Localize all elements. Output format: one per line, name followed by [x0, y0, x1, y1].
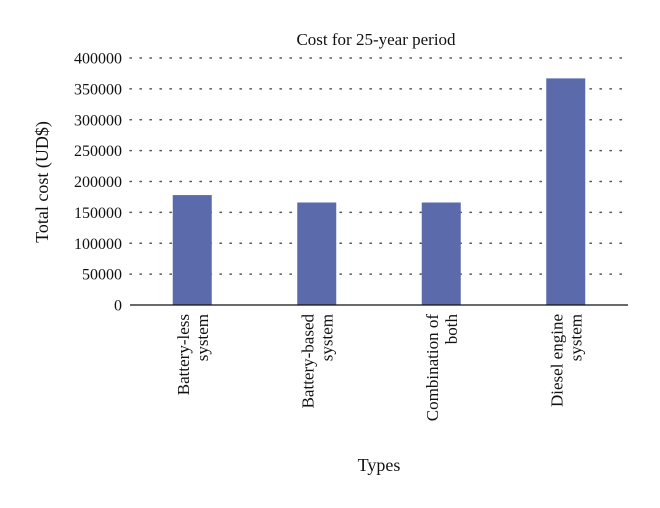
- x-category-label-line: Battery-based: [298, 314, 317, 409]
- x-category-label-line: system: [566, 314, 585, 361]
- y-axis-label: Total cost (UD$): [32, 121, 53, 243]
- x-category-label-line: system: [193, 314, 212, 361]
- y-tick-label: 0: [114, 298, 122, 315]
- x-category-label-line: both: [442, 314, 461, 345]
- y-tick-label: 50000: [82, 267, 122, 284]
- y-tick-label: 150000: [74, 205, 122, 222]
- x-category-label: Combination ofboth: [423, 314, 461, 422]
- y-tick-label: 400000: [74, 51, 122, 68]
- x-axis-label: Types: [358, 455, 401, 475]
- x-category-label: Diesel enginesystem: [547, 314, 585, 407]
- y-tick-label: 300000: [74, 112, 122, 129]
- x-category-label: Battery-lesssystem: [174, 314, 212, 395]
- y-tick-label: 200000: [74, 174, 122, 191]
- bar: [546, 78, 586, 305]
- bar: [172, 195, 212, 305]
- y-tick-label: 250000: [74, 143, 122, 160]
- y-tick-label: 350000: [74, 81, 122, 98]
- x-category-label-line: Battery-less: [174, 314, 193, 395]
- y-tick-label: 100000: [74, 236, 122, 253]
- y-axis-ticks: 0 50000 100000 150000 200000 250000 300000 3500…: [74, 51, 122, 315]
- bar: [297, 202, 337, 305]
- x-category-label-line: Diesel engine: [547, 314, 566, 407]
- x-axis-categories: Battery-lesssystem Battery-basedsystem Com…: [174, 314, 586, 422]
- chart-title: Cost for 25-year period: [296, 30, 456, 49]
- bars: [172, 78, 586, 305]
- x-category-label: Battery-basedsystem: [298, 314, 336, 409]
- bar: [421, 202, 461, 305]
- x-category-label-line: Combination of: [423, 314, 442, 422]
- x-category-label-line: system: [317, 314, 336, 361]
